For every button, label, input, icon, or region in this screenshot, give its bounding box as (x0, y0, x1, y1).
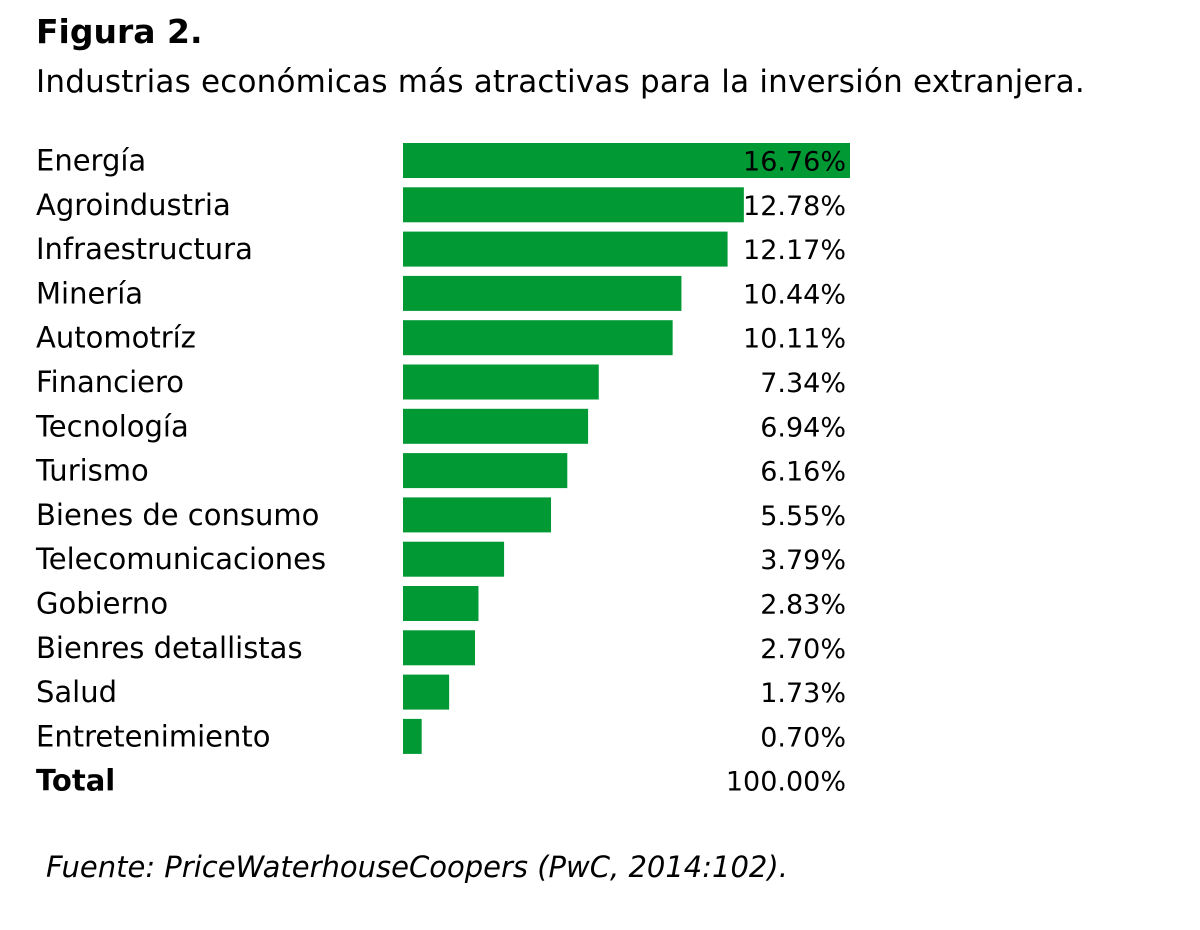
value-label: 12.78% (743, 191, 846, 222)
category-label: Entretenimiento (36, 719, 271, 753)
chart-title: Industrias económicas más atractivas par… (36, 64, 1085, 100)
source-note: Fuente: PriceWaterhouseCoopers (PwC, 201… (46, 850, 788, 884)
value-label: 6.16% (760, 457, 846, 488)
category-label: Tecnología (35, 409, 189, 443)
bar (403, 231, 728, 267)
value-label: 5.55% (760, 501, 846, 532)
category-label: Gobierno (36, 587, 168, 621)
value-label: 6.94% (760, 412, 846, 443)
category-label: Bienes de consumo (36, 498, 319, 532)
bar (403, 541, 505, 577)
value-label: 16.76% (743, 147, 846, 178)
bar (403, 187, 744, 223)
value-label: 3.79% (760, 545, 846, 576)
value-label: 0.70% (760, 722, 846, 753)
bar-chart: Energía 16.76% Agroindustria 12.78% Infraest… (35, 143, 850, 798)
category-label: Telecomunicaciones (35, 542, 326, 576)
bar (403, 453, 568, 489)
bar (403, 143, 850, 178)
bar (403, 364, 599, 400)
figure-label: Figura 2. (36, 12, 203, 51)
bar (403, 497, 552, 533)
category-label: Turismo (35, 454, 149, 488)
category-label: Agroindustria (36, 188, 231, 222)
bar (403, 320, 673, 356)
value-label: 2.83% (760, 590, 846, 621)
bar (403, 586, 479, 621)
total-label: Total (36, 764, 115, 798)
value-label: 10.11% (743, 324, 846, 355)
bar (403, 630, 476, 666)
category-label: Salud (36, 675, 117, 709)
category-label: Energía (36, 144, 146, 178)
bar (403, 674, 450, 710)
category-label: Bienres detallistas (36, 631, 303, 665)
value-label: 10.44% (743, 279, 846, 310)
value-label: 2.70% (760, 634, 846, 665)
value-label: 1.73% (760, 678, 846, 709)
bar (403, 275, 682, 311)
bar (403, 408, 589, 444)
value-label: 7.34% (760, 368, 846, 399)
category-label: Infraestructura (36, 232, 253, 266)
category-label: Minería (36, 276, 143, 310)
value-label: 12.17% (743, 235, 846, 266)
category-label: Automotríz (36, 321, 196, 355)
bar (403, 718, 422, 754)
total-value-label: 100.00% (726, 767, 846, 798)
category-label: Financiero (36, 365, 184, 399)
